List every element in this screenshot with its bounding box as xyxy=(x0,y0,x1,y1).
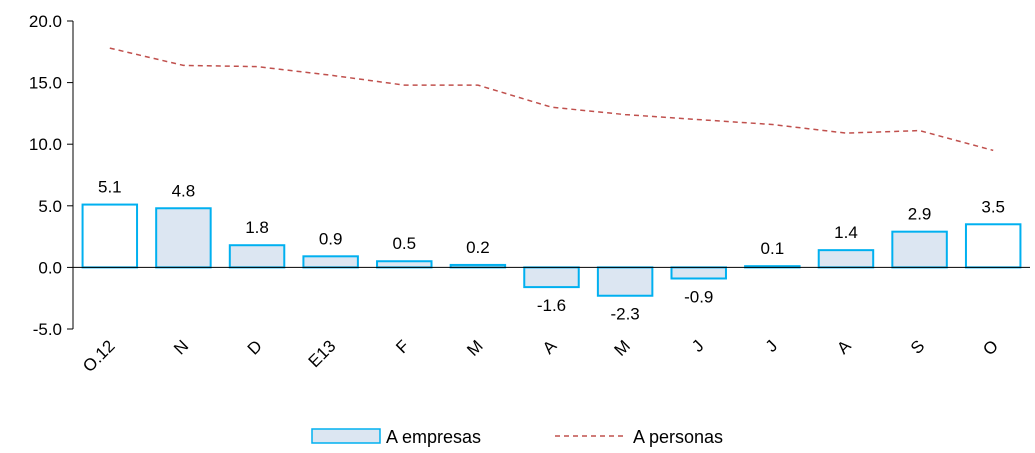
bar xyxy=(155,207,212,269)
y-tick-label: 15.0 xyxy=(29,74,62,93)
legend-label-line: A personas xyxy=(633,427,723,447)
x-tick-label: A xyxy=(833,336,855,358)
x-tick-label: M xyxy=(463,336,486,359)
x-tick-label: M xyxy=(610,336,633,359)
bar-data-label: 5.1 xyxy=(98,178,122,197)
bar xyxy=(817,249,875,269)
bar-data-label: 2.9 xyxy=(908,205,932,224)
x-tick-label: E13 xyxy=(305,336,340,371)
x-tick-label: O xyxy=(979,336,1002,359)
x-tick-label: A xyxy=(539,336,561,358)
bar xyxy=(523,266,580,289)
x-tick-label: S xyxy=(907,336,928,357)
bar-data-label: -2.3 xyxy=(610,305,639,324)
bar-series xyxy=(81,203,1022,297)
bar-data-label: 4.8 xyxy=(172,181,196,200)
y-axis: 20.0 15.0 10.0 5.0 0.0 -5.0 xyxy=(29,12,74,339)
bar-data-labels: 5.1 4.8 1.8 0.9 0.5 0.2 -1.6 -2.3 -0.9 0.1 1.4 2.9 3… xyxy=(98,178,1005,324)
bar-data-label: 0.2 xyxy=(466,238,490,257)
bar-data-label: 0.9 xyxy=(319,229,343,248)
bar-data-label: 0.5 xyxy=(392,234,416,253)
bar xyxy=(891,230,948,269)
bar-data-label: -0.9 xyxy=(684,287,713,306)
y-tick-label: 5.0 xyxy=(38,197,62,216)
bar xyxy=(670,266,727,280)
legend-swatch-bar xyxy=(311,428,381,444)
legend: A empresas A personas xyxy=(311,427,723,447)
y-tick-label: 0.0 xyxy=(38,258,62,277)
x-tick-label: F xyxy=(392,336,413,357)
bar xyxy=(228,244,286,269)
bar xyxy=(596,266,654,297)
x-tick-label: O.12 xyxy=(79,336,118,375)
bar-data-label: 1.8 xyxy=(245,218,269,237)
bar xyxy=(964,223,1022,269)
bar-data-label: 3.5 xyxy=(981,197,1005,216)
bar xyxy=(81,203,139,269)
bar-data-label: 0.1 xyxy=(761,239,785,258)
line-series-path xyxy=(109,47,994,152)
y-tick-label: 20.0 xyxy=(29,12,62,31)
x-tick-label: J xyxy=(688,336,707,355)
legend-label-bar: A empresas xyxy=(386,427,481,447)
x-tick-label: N xyxy=(170,336,192,358)
y-tick-label: -5.0 xyxy=(33,320,62,339)
bar-data-label: -1.6 xyxy=(537,296,566,315)
bar xyxy=(302,255,359,269)
x-tick-label: D xyxy=(244,336,266,358)
line-series xyxy=(109,47,994,152)
bar-data-label: 1.4 xyxy=(834,223,858,242)
bar xyxy=(376,260,433,269)
y-tick-label: 10.0 xyxy=(29,135,62,154)
x-axis: O.12 N D E13 F M A M J J A S O xyxy=(79,336,1002,376)
x-tick-label: J xyxy=(762,336,781,355)
